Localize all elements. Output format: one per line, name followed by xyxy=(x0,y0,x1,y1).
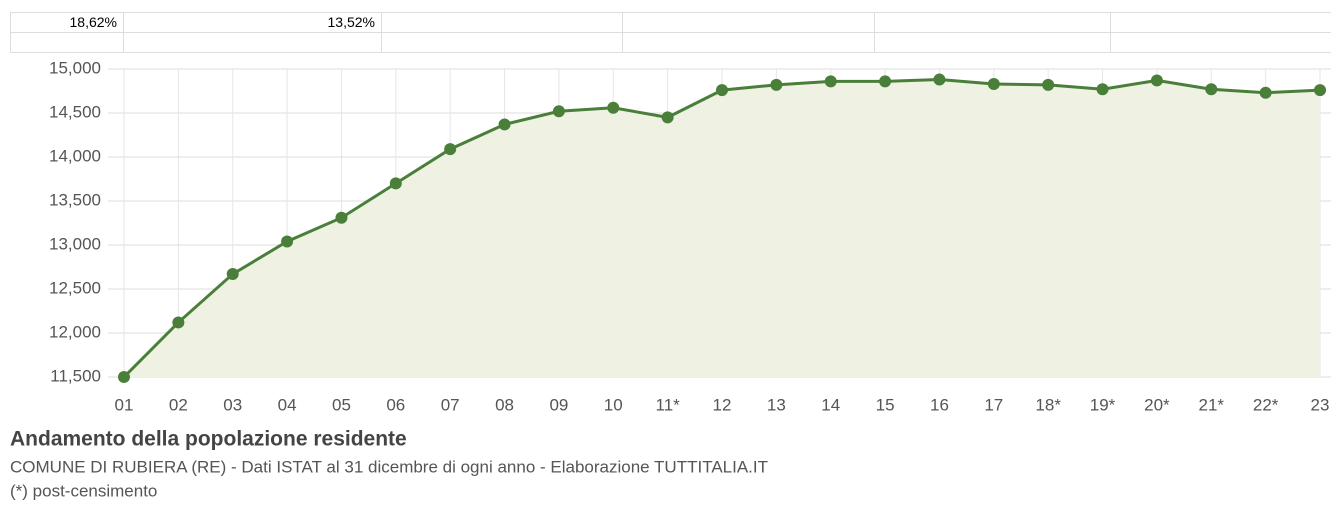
point xyxy=(389,177,402,190)
x-tick-label: 21* xyxy=(1199,395,1225,414)
x-tick-label: 03 xyxy=(223,395,242,414)
y-tick-label: 15,000 xyxy=(49,58,101,77)
point xyxy=(933,73,946,86)
point xyxy=(118,371,130,383)
x-tick-label: 16 xyxy=(930,395,949,414)
chart-subtitle: COMUNE DI RUBIERA (RE) - Dati ISTAT al 3… xyxy=(10,457,768,476)
x-tick-label: 18* xyxy=(1035,395,1061,414)
y-tick-label: 13,000 xyxy=(49,234,101,253)
x-tick-label: 17 xyxy=(984,395,1003,414)
x-tick-label: 23 xyxy=(1311,395,1330,414)
chart-note: (*) post-censimento xyxy=(10,481,157,500)
point xyxy=(1259,86,1272,99)
x-tick-label: 09 xyxy=(549,395,568,414)
point xyxy=(824,75,837,88)
x-tick-label: 07 xyxy=(441,395,460,414)
y-tick-label: 14,500 xyxy=(49,102,101,121)
point xyxy=(1150,74,1163,87)
x-tick-label: 14 xyxy=(821,395,840,414)
chart-title: Andamento della popolazione residente xyxy=(10,428,407,451)
y-tick-label: 12,500 xyxy=(49,278,101,297)
x-tick-label: 11* xyxy=(656,395,681,414)
point xyxy=(172,316,185,329)
x-tick-label: 15 xyxy=(876,395,895,414)
x-tick-label: 02 xyxy=(169,395,188,414)
x-tick-label: 10 xyxy=(604,395,623,414)
x-tick-label: 20* xyxy=(1144,395,1170,414)
x-tick-label: 19* xyxy=(1090,395,1116,414)
x-tick-label: 22* xyxy=(1253,395,1279,414)
x-tick-label: 05 xyxy=(332,395,351,414)
point xyxy=(444,143,457,156)
point xyxy=(607,101,620,114)
x-tick-label: 04 xyxy=(278,395,297,414)
point xyxy=(716,84,728,97)
point xyxy=(770,78,783,91)
table-cell xyxy=(1110,32,1331,53)
point xyxy=(987,77,1000,90)
point xyxy=(281,235,294,248)
x-tick-label: 08 xyxy=(495,395,514,414)
y-tick-label: 13,500 xyxy=(49,190,101,209)
point xyxy=(1314,84,1326,97)
point xyxy=(552,105,565,118)
x-tick-label: 12 xyxy=(713,395,732,414)
point xyxy=(335,211,348,224)
point xyxy=(226,268,239,281)
y-tick-label: 14,000 xyxy=(49,146,101,165)
point xyxy=(879,75,892,88)
x-tick-label: 06 xyxy=(386,395,405,414)
point xyxy=(498,118,511,131)
point xyxy=(661,111,674,124)
y-tick-label: 12,000 xyxy=(49,322,101,341)
point xyxy=(1096,83,1109,96)
point xyxy=(1205,83,1218,96)
point xyxy=(1042,78,1055,91)
x-tick-label: 01 xyxy=(115,395,134,414)
area-fill xyxy=(124,79,1320,377)
x-tick-label: 13 xyxy=(767,395,786,414)
y-tick-label: 11,500 xyxy=(50,366,101,385)
